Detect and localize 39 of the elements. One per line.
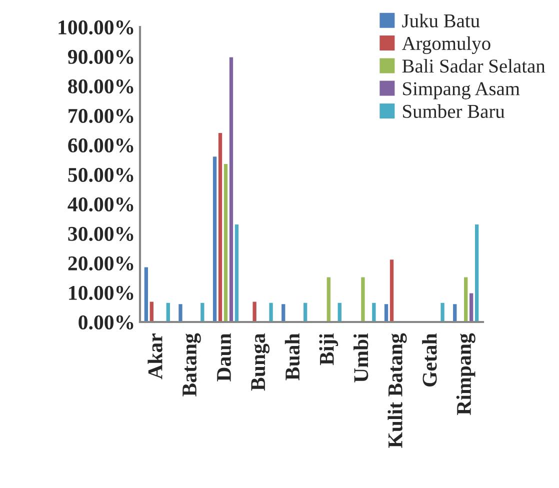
legend-label: Juku Batu	[402, 14, 480, 28]
x-tick-label: Bunga	[251, 333, 270, 391]
x-tick-label: Getah	[422, 333, 437, 386]
bar	[302, 302, 309, 322]
bar	[199, 302, 206, 322]
bar	[336, 302, 343, 322]
x-tick-label: Rimpang	[456, 333, 476, 415]
y-tick-label: 0.00%	[78, 315, 134, 330]
y-tick-label: 50.00%	[68, 168, 134, 182]
x-tick-label: Batang	[182, 333, 201, 396]
bar	[370, 302, 378, 322]
y-tick-label: 60.00%	[68, 138, 134, 153]
y-tick-label: 70.00%	[68, 108, 134, 124]
legend-label: Argomulyo	[402, 36, 490, 54]
y-tick-label: 80.00%	[68, 79, 134, 94]
bar	[439, 302, 446, 322]
legend-label: Sumber Baru	[403, 104, 505, 118]
bar	[251, 300, 258, 322]
y-tick-label: 30.00%	[68, 226, 134, 242]
x-tick-label: Daun	[217, 333, 232, 382]
bar	[325, 276, 332, 322]
bar	[360, 276, 366, 322]
x-tick-label: Akar	[148, 334, 162, 380]
y-tick-label: 10.00%	[69, 286, 134, 300]
bar	[177, 302, 184, 322]
legend-label: Simpang Asam	[403, 82, 520, 100]
x-tick-label: Kulit Batang	[388, 333, 407, 448]
x-tick-label: Buah	[284, 333, 300, 380]
bar	[268, 302, 274, 322]
bar	[452, 302, 458, 322]
x-tick-label: Biji	[319, 333, 338, 366]
y-tick-label: 40.00%	[68, 197, 134, 212]
bar	[164, 302, 172, 322]
y-tick-label: 20.00%	[68, 256, 134, 271]
y-tick-label: 100.00%	[58, 20, 134, 35]
x-tick-label: Umbi	[354, 333, 368, 382]
bar	[280, 302, 287, 322]
legend-label: Bali Sadar Selatan	[402, 59, 546, 73]
y-tick-label: 90.00%	[68, 50, 134, 64]
